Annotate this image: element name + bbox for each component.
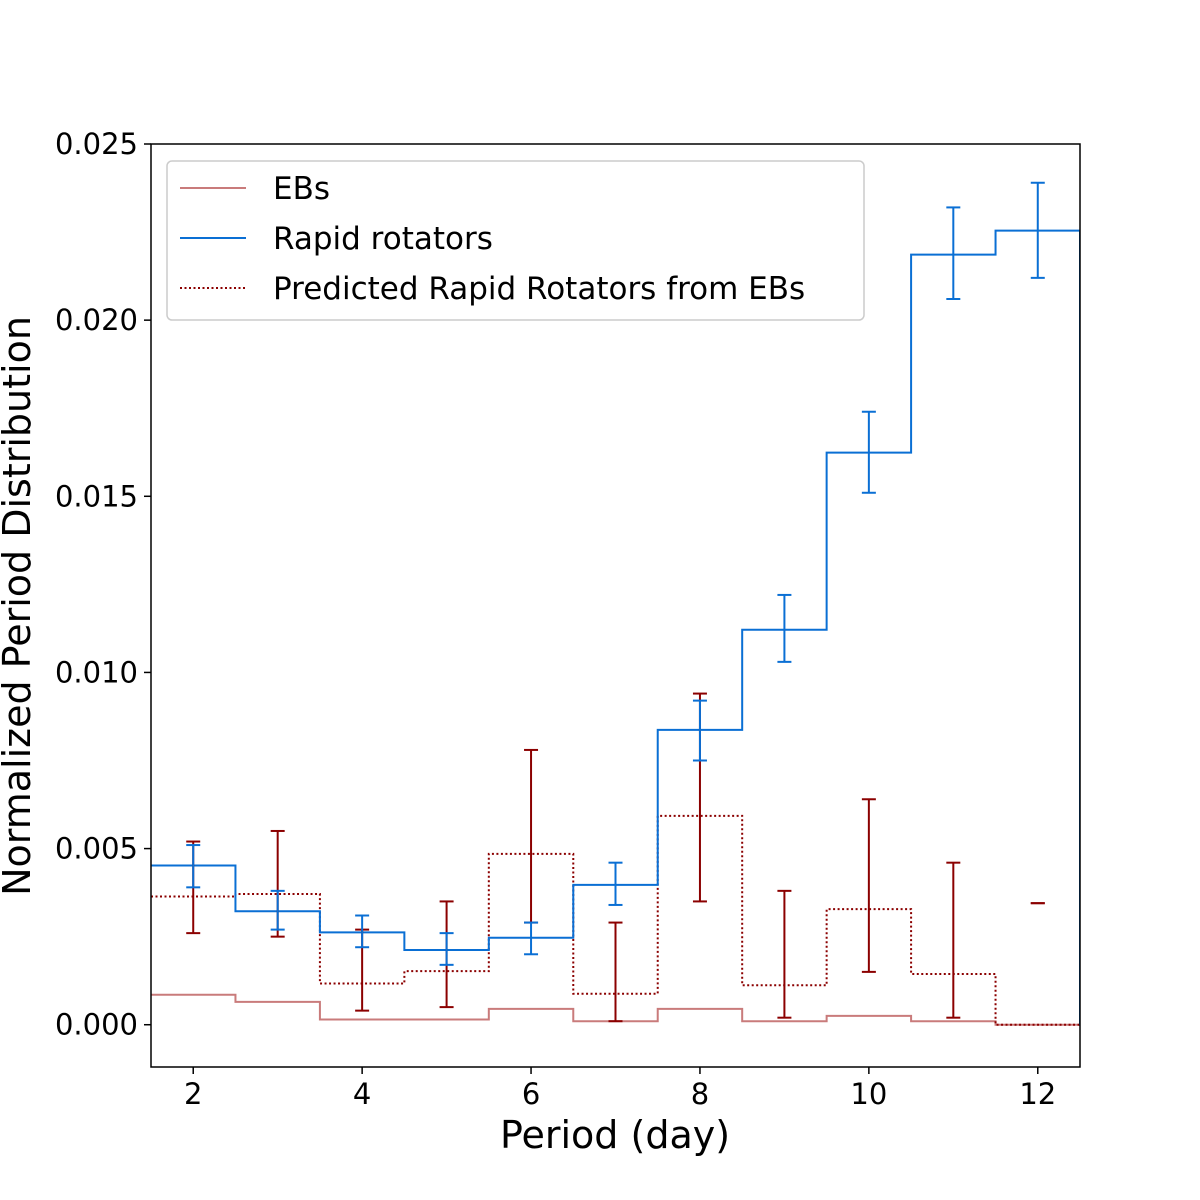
series-predicted-rapid-rotators-from-ebs-errorbar — [777, 889, 792, 1019]
series-rapid-rotators-errorbar — [608, 861, 623, 906]
series-predicted-rapid-rotators-from-ebs-errorbar — [608, 921, 623, 1023]
axes-frame — [150, 143, 1081, 1068]
x-tick-label-6: 6 — [522, 1077, 540, 1111]
series-rapid-rotators-errorbar — [524, 921, 539, 956]
y-tick-label-1: 0.005 — [55, 832, 138, 866]
series-rapid-rotators-errorbar — [946, 206, 961, 301]
y-tick-label-0: 0.000 — [55, 1008, 138, 1042]
series-predicted-rapid-rotators-from-ebs-errorbar — [946, 861, 961, 1019]
series-rapid-rotators-errorbar — [861, 410, 876, 494]
series-rapid-rotators-errorbar — [270, 889, 285, 931]
legend-label-predicted-rapid-rotators-from-ebs: Predicted Rapid Rotators from EBs — [273, 271, 805, 307]
axes: 2 4 6 8 10 12 0.000 0.005 0.010 0.015 0.020 0.025 — [55, 127, 1081, 1111]
y-tick-label-4: 0.020 — [55, 303, 138, 337]
y-tick-label-3: 0.015 — [55, 479, 138, 513]
series-rapid-rotators-errorbar — [777, 593, 792, 663]
x-tick-label-2: 2 — [184, 1077, 202, 1111]
series-predicted-rapid-rotators-from-ebs-errorbar — [861, 798, 876, 973]
x-tick-label-4: 4 — [353, 1077, 371, 1111]
legend: EBs Rapid rotators Predicted Rapid Rotator… — [166, 160, 865, 321]
x-tick-label-12: 12 — [1019, 1077, 1056, 1111]
series-rapid-rotators-errorbar — [439, 932, 454, 966]
legend-box — [166, 160, 865, 321]
plot-area — [151, 181, 1080, 1026]
x-tick-label-10: 10 — [850, 1077, 887, 1111]
series-ebs-line — [151, 993, 1080, 1026]
legend-label-ebs: EBs — [273, 171, 330, 207]
x-axis-label: Period (day) — [500, 1113, 730, 1157]
series-predicted-rapid-rotators-from-ebs-line — [151, 814, 1080, 1026]
series-rapid-rotators-line — [151, 229, 1080, 1025]
y-axis-label: Normalized Period Distribution — [0, 316, 39, 896]
x-tick-label-8: 8 — [691, 1077, 709, 1111]
series-rapid-rotators-errorbar — [692, 699, 707, 762]
series-rapid-rotators-errorbar — [355, 914, 370, 949]
y-tick-label-5: 0.025 — [55, 127, 138, 161]
series-rapid-rotators-errorbar — [186, 844, 201, 889]
plot-content — [151, 181, 1080, 1026]
series-rapid-rotators-errorbar — [1030, 181, 1045, 279]
y-tick-label-2: 0.010 — [55, 655, 138, 689]
legend-label-rapid-rotators: Rapid rotators — [273, 221, 493, 257]
